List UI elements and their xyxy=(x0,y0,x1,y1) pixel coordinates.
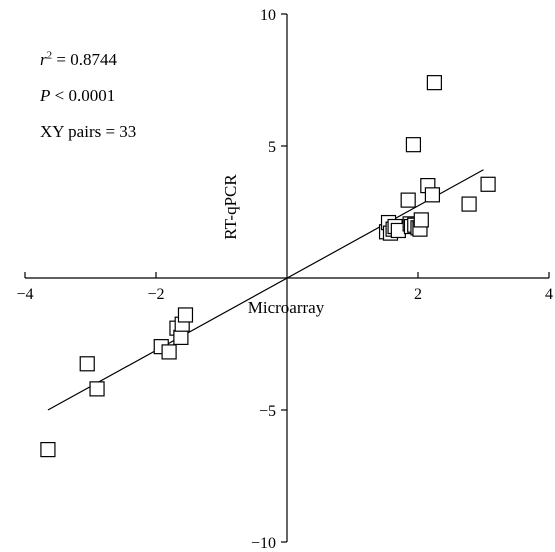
data-point xyxy=(426,75,442,91)
data-point xyxy=(405,137,422,153)
x-tick-label: −4 xyxy=(16,286,33,303)
points-group xyxy=(40,75,496,458)
y-tick-label: −10 xyxy=(251,535,276,552)
data-point xyxy=(400,192,416,208)
p-symbol: P xyxy=(40,86,51,105)
data-point xyxy=(79,356,95,372)
y-tick-label: −5 xyxy=(259,403,276,420)
data-point xyxy=(413,212,429,228)
y-tick-label: 10 xyxy=(260,7,276,24)
x-tick-label: −2 xyxy=(147,286,164,303)
data-point xyxy=(424,187,441,203)
x-tick-label: 4 xyxy=(545,286,553,303)
data-point xyxy=(461,196,477,212)
r-squared-value: = 0.8744 xyxy=(52,50,117,69)
p-value-line: P < 0.0001 xyxy=(40,86,136,106)
data-point xyxy=(177,307,194,323)
r-symbol: r xyxy=(40,50,47,69)
y-axis-label: RT-qPCR xyxy=(221,174,240,240)
tick-labels-group: −4 −2 2 4 −10 −5 5 10 xyxy=(16,7,553,552)
r-exponent: 2 xyxy=(46,49,53,62)
stats-annotation: r2 = 0.8744 P < 0.0001 XY pairs = 33 xyxy=(40,50,136,158)
x-tick-label: 2 xyxy=(414,286,422,303)
p-value: < 0.0001 xyxy=(50,86,116,105)
data-point xyxy=(40,442,56,458)
data-point xyxy=(89,381,105,397)
trendline xyxy=(47,169,484,411)
data-point xyxy=(480,176,496,192)
xy-pairs-line: XY pairs = 33 xyxy=(40,122,136,142)
r-squared-line: r2 = 0.8744 xyxy=(40,50,136,70)
y-tick-label: 5 xyxy=(268,139,276,156)
trendline-group xyxy=(47,169,484,411)
xy-pairs-value: XY pairs = 33 xyxy=(40,122,137,141)
data-point xyxy=(161,344,177,360)
data-point xyxy=(173,329,189,345)
x-axis-label: Microarray xyxy=(248,298,325,317)
